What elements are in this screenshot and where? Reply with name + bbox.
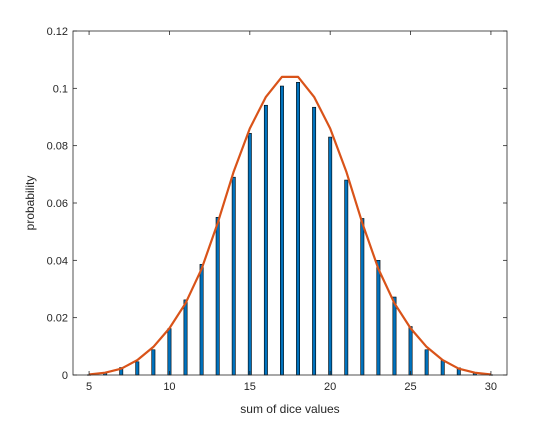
bar <box>231 176 236 376</box>
bar <box>263 104 268 376</box>
fit-curve <box>88 75 492 376</box>
x-tick-label: 15 <box>244 381 256 393</box>
bar <box>376 260 381 376</box>
bar-group <box>87 82 493 376</box>
x-tick-label: 10 <box>163 381 175 393</box>
x-tick-label: 25 <box>404 381 416 393</box>
bar <box>247 133 252 376</box>
bar <box>135 361 140 376</box>
bar <box>440 360 445 376</box>
y-tick-label: 0.08 <box>47 141 68 153</box>
bar <box>296 82 300 376</box>
bar <box>215 217 220 376</box>
y-tick-label: 0 <box>62 370 68 382</box>
bar <box>312 106 317 376</box>
bar <box>167 328 172 376</box>
x-axis-label: sum of dice values <box>240 402 339 416</box>
bar <box>328 136 333 376</box>
bar <box>183 299 188 376</box>
bar <box>344 179 349 376</box>
x-tick-label: 20 <box>324 381 336 393</box>
x-tick-label: 30 <box>485 381 497 393</box>
bar <box>151 349 156 376</box>
bar <box>199 264 204 376</box>
y-tick-label: 0.02 <box>47 313 68 325</box>
bar <box>392 296 397 376</box>
bar <box>280 85 284 376</box>
y-tick-label: 0.06 <box>47 198 68 210</box>
y-axis-label: probability <box>23 176 37 231</box>
bar <box>424 349 429 376</box>
y-tick-label: 0.12 <box>47 26 68 38</box>
y-tick-label: 0.1 <box>53 83 68 95</box>
x-tick-label: 5 <box>86 381 92 393</box>
bar <box>408 326 413 376</box>
plot-area <box>73 31 507 375</box>
y-tick-label: 0.04 <box>47 255 68 267</box>
bar <box>360 218 365 376</box>
axes: 5 10 15 20 25 30 0 0.02 0.04 0.06 0.08 0.1 0.12 <box>47 26 508 393</box>
